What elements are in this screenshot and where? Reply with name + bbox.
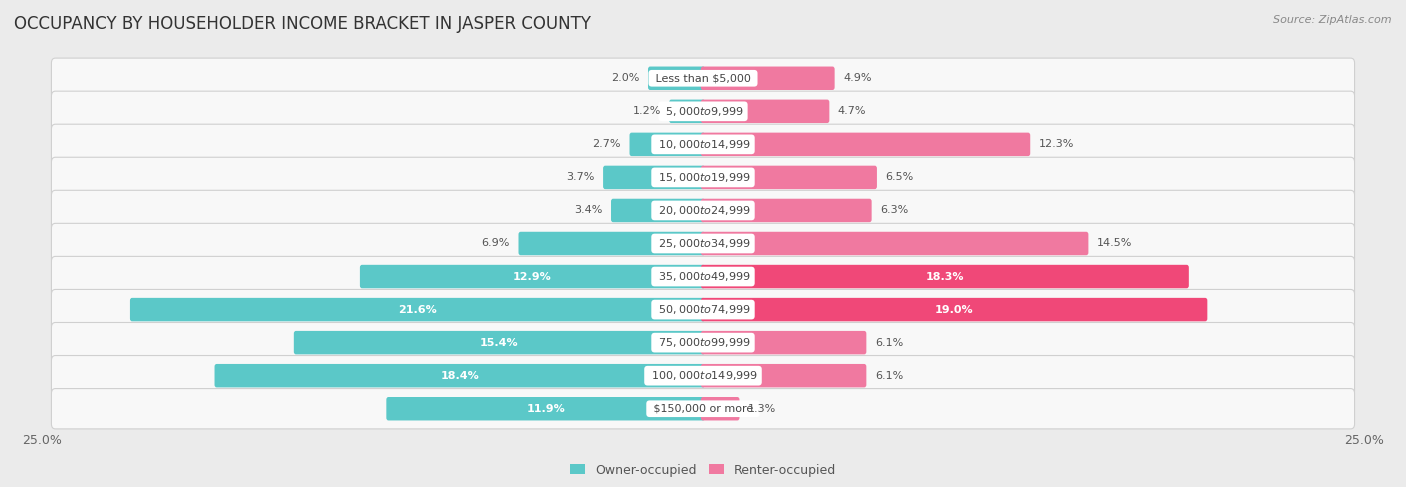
FancyBboxPatch shape	[700, 132, 1031, 156]
FancyBboxPatch shape	[700, 331, 866, 355]
FancyBboxPatch shape	[52, 322, 1354, 363]
FancyBboxPatch shape	[387, 397, 706, 420]
Text: 19.0%: 19.0%	[935, 304, 973, 315]
Text: $15,000 to $19,999: $15,000 to $19,999	[655, 171, 751, 184]
Text: 4.9%: 4.9%	[844, 73, 872, 83]
FancyBboxPatch shape	[700, 67, 835, 90]
FancyBboxPatch shape	[519, 232, 706, 255]
FancyBboxPatch shape	[700, 199, 872, 222]
FancyBboxPatch shape	[52, 124, 1354, 165]
FancyBboxPatch shape	[52, 256, 1354, 297]
Text: 2.0%: 2.0%	[612, 73, 640, 83]
FancyBboxPatch shape	[294, 331, 706, 355]
FancyBboxPatch shape	[52, 289, 1354, 330]
FancyBboxPatch shape	[215, 364, 706, 388]
Text: 1.2%: 1.2%	[633, 106, 661, 116]
Text: 3.7%: 3.7%	[567, 172, 595, 183]
Text: 15.4%: 15.4%	[481, 337, 519, 348]
Text: $20,000 to $24,999: $20,000 to $24,999	[655, 204, 751, 217]
Text: $100,000 to $149,999: $100,000 to $149,999	[648, 369, 758, 382]
Text: 6.5%: 6.5%	[886, 172, 914, 183]
Text: $25,000 to $34,999: $25,000 to $34,999	[655, 237, 751, 250]
Text: 6.3%: 6.3%	[880, 206, 908, 215]
FancyBboxPatch shape	[52, 190, 1354, 231]
Text: 2.7%: 2.7%	[592, 139, 621, 150]
Text: 21.6%: 21.6%	[398, 304, 437, 315]
Text: $75,000 to $99,999: $75,000 to $99,999	[655, 336, 751, 349]
Text: 4.7%: 4.7%	[838, 106, 866, 116]
FancyBboxPatch shape	[603, 166, 706, 189]
FancyBboxPatch shape	[360, 265, 706, 288]
Text: 6.1%: 6.1%	[875, 337, 903, 348]
Text: $50,000 to $74,999: $50,000 to $74,999	[655, 303, 751, 316]
FancyBboxPatch shape	[52, 91, 1354, 131]
FancyBboxPatch shape	[129, 298, 706, 321]
Text: 18.4%: 18.4%	[440, 371, 479, 381]
Text: OCCUPANCY BY HOUSEHOLDER INCOME BRACKET IN JASPER COUNTY: OCCUPANCY BY HOUSEHOLDER INCOME BRACKET …	[14, 15, 591, 33]
FancyBboxPatch shape	[52, 157, 1354, 198]
Text: Source: ZipAtlas.com: Source: ZipAtlas.com	[1274, 15, 1392, 25]
FancyBboxPatch shape	[700, 397, 740, 420]
Text: Less than $5,000: Less than $5,000	[652, 73, 754, 83]
FancyBboxPatch shape	[52, 356, 1354, 396]
FancyBboxPatch shape	[612, 199, 706, 222]
Text: 11.9%: 11.9%	[526, 404, 565, 414]
Text: 6.9%: 6.9%	[482, 239, 510, 248]
Text: 1.3%: 1.3%	[748, 404, 776, 414]
Legend: Owner-occupied, Renter-occupied: Owner-occupied, Renter-occupied	[565, 459, 841, 482]
FancyBboxPatch shape	[700, 265, 1189, 288]
FancyBboxPatch shape	[700, 166, 877, 189]
Text: $150,000 or more: $150,000 or more	[650, 404, 756, 414]
Text: $35,000 to $49,999: $35,000 to $49,999	[655, 270, 751, 283]
Text: 6.1%: 6.1%	[875, 371, 903, 381]
FancyBboxPatch shape	[669, 99, 706, 123]
FancyBboxPatch shape	[52, 389, 1354, 429]
FancyBboxPatch shape	[52, 58, 1354, 98]
FancyBboxPatch shape	[700, 99, 830, 123]
Text: 18.3%: 18.3%	[925, 272, 965, 281]
Text: 14.5%: 14.5%	[1097, 239, 1132, 248]
FancyBboxPatch shape	[700, 298, 1208, 321]
FancyBboxPatch shape	[648, 67, 706, 90]
FancyBboxPatch shape	[630, 132, 706, 156]
Text: 12.3%: 12.3%	[1039, 139, 1074, 150]
FancyBboxPatch shape	[700, 232, 1088, 255]
Text: $10,000 to $14,999: $10,000 to $14,999	[655, 138, 751, 151]
FancyBboxPatch shape	[52, 224, 1354, 263]
Text: 3.4%: 3.4%	[574, 206, 603, 215]
Text: $5,000 to $9,999: $5,000 to $9,999	[662, 105, 744, 118]
Text: 12.9%: 12.9%	[513, 272, 553, 281]
FancyBboxPatch shape	[700, 364, 866, 388]
